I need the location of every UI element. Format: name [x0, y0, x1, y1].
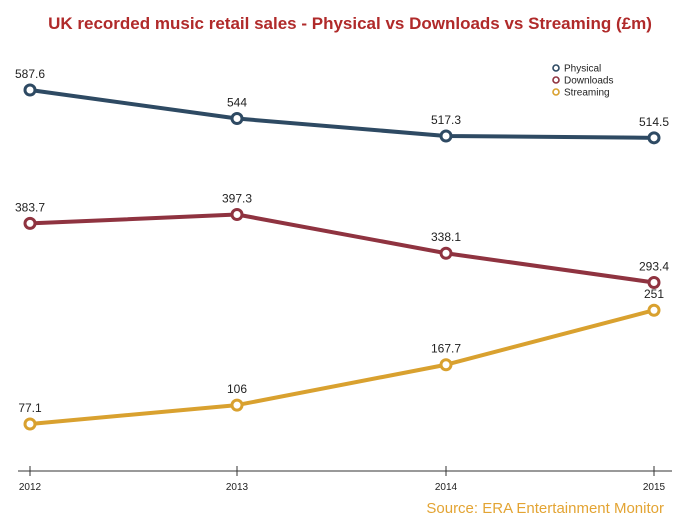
physical-data-label: 544: [227, 96, 247, 110]
physical-legend-label: Physical: [564, 64, 601, 75]
physical-data-point: [23, 83, 37, 97]
downloads-data-label: 338.1: [431, 230, 461, 244]
downloads-legend-label: Downloads: [564, 76, 613, 87]
x-tick-label: 2012: [19, 482, 42, 493]
downloads-legend-marker: [552, 76, 560, 84]
physical-data-point: [647, 131, 661, 145]
x-tick-label: 2013: [226, 482, 249, 493]
streaming-data-label: 167.7: [431, 342, 461, 356]
streaming-legend-label: Streaming: [564, 88, 610, 99]
streaming-data-point: [647, 303, 661, 317]
chart-title: UK recorded music retail sales - Physica…: [48, 14, 652, 33]
physical-data-point: [439, 129, 453, 143]
x-tick-label: 2015: [643, 482, 666, 493]
streaming-data-label: 77.1: [18, 401, 42, 415]
streaming-series-line: [29, 308, 655, 426]
downloads-data-point: [230, 208, 244, 222]
downloads-data-point: [23, 216, 37, 230]
streaming-data-point: [230, 398, 244, 412]
source-note: Source: ERA Entertainment Monitor: [426, 500, 664, 517]
physical-legend-marker: [552, 64, 560, 72]
streaming-data-label: 106: [227, 382, 247, 396]
downloads-data-point: [439, 246, 453, 260]
x-tick-label: 2014: [435, 482, 458, 493]
streaming-data-point: [23, 417, 37, 431]
physical-data-point: [230, 112, 244, 126]
downloads-data-label: 397.3: [222, 192, 252, 206]
series-group: 587.6 544 517.3 514.5 383.7 397.3 338.1 293.4 77…: [15, 67, 669, 431]
physical-series-line: [29, 88, 655, 140]
streaming-data-label: 251: [644, 287, 664, 301]
streaming-data-point: [439, 358, 453, 372]
x-axis-ticks: 2012 2013 2014 2015: [19, 466, 666, 493]
downloads-data-label: 383.7: [15, 200, 45, 214]
downloads-data-point: [647, 275, 661, 289]
physical-data-label: 587.6: [15, 67, 45, 81]
downloads-data-label: 293.4: [639, 259, 669, 273]
physical-data-label: 514.5: [639, 115, 669, 129]
streaming-legend-marker: [552, 88, 560, 96]
downloads-series-line: [29, 212, 655, 285]
physical-data-label: 517.3: [431, 113, 461, 127]
